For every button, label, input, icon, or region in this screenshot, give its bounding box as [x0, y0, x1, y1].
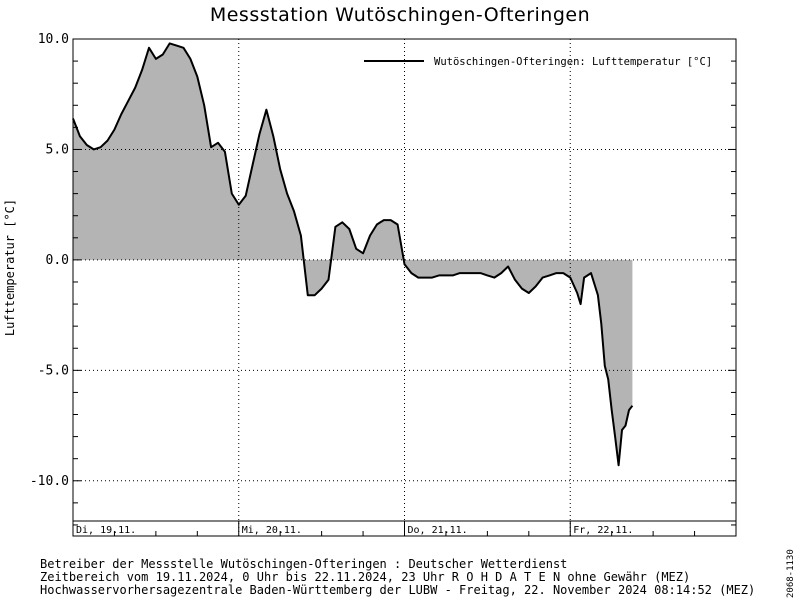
temperature-area-fill	[73, 43, 633, 466]
side-code: 2068-1130	[786, 549, 796, 598]
y-tick-label: -10.0	[30, 474, 69, 489]
temperature-line	[72, 42, 634, 467]
footer-agency: Hochwasservorhersagezentrale Baden-Württ…	[40, 583, 756, 597]
y-tick-label: 10.0	[38, 32, 69, 47]
legend-label: Wutöschingen-Ofteringen: Lufttemperatur …	[434, 56, 712, 68]
footer-timerange: Zeitbereich vom 19.11.2024, 0 Uhr bis 22…	[40, 570, 691, 584]
x-day-label: Mi, 20.11.	[242, 525, 302, 536]
y-tick-label: -5.0	[38, 363, 69, 378]
y-tick-label: 0.0	[46, 253, 69, 268]
x-day-label: Fr, 22.11.	[573, 525, 633, 536]
y-axis-label: Lufttemperatur [°C]	[3, 199, 17, 336]
x-day-label: Di, 19.11.	[76, 525, 136, 536]
y-tick-label: 5.0	[46, 142, 69, 157]
temperature-chart: 10.0 5.0 0.0 -5.0 -10.0 Di, 19.11. Mi, 20.11. D…	[3, 32, 737, 537]
x-day-label: Do, 21.11.	[408, 525, 468, 536]
footer-operator: Betreiber der Messstelle Wutöschingen-Of…	[40, 557, 568, 571]
chart-title: Messstation Wutöschingen-Ofteringen	[209, 4, 591, 26]
